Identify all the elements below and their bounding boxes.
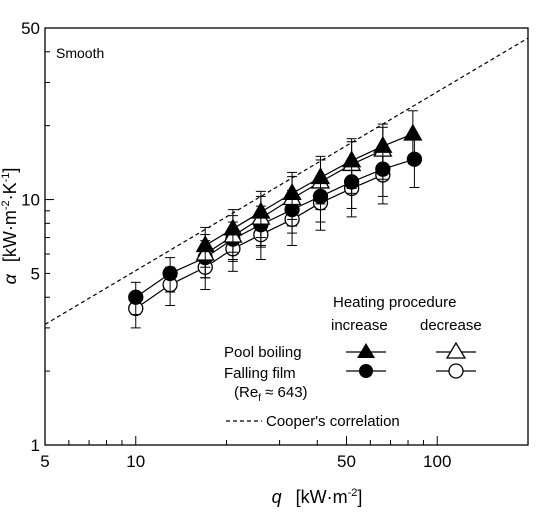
x-axis-unit-exp: -2 <box>348 487 358 499</box>
series-film-increase <box>128 136 423 316</box>
legend-marker-pool-increase <box>357 343 375 358</box>
y-axis-unit-close: ] <box>0 168 20 173</box>
x-axis-symbol: q <box>272 487 282 507</box>
legend-row-pool: Pool boiling <box>224 344 302 361</box>
data-series <box>128 110 423 329</box>
data-point <box>342 150 362 168</box>
y-axis-unit-open: [kW·m <box>0 210 20 262</box>
y-axis-label: α [kW·m-2·K-1] <box>0 168 20 285</box>
y-tick-label: 50 <box>21 19 40 38</box>
data-point <box>406 151 423 167</box>
series-line <box>135 158 415 298</box>
series-pool-decrease <box>195 126 393 279</box>
x-axis-ticks: 5 10 50 100 <box>40 436 529 471</box>
legend-cooper: Cooper's correlation <box>266 413 400 430</box>
legend-col-decrease: decrease <box>420 317 482 334</box>
data-point <box>403 123 423 141</box>
y-tick-label: 1 <box>31 436 40 455</box>
data-point <box>195 235 215 253</box>
legend-marker-film-decrease <box>448 363 464 379</box>
series-pool-increase <box>195 110 423 268</box>
legend-re-sub: f <box>258 393 261 404</box>
data-point <box>251 201 271 219</box>
x-tick-label: 100 <box>423 452 451 471</box>
x-axis-unit-open: [kW·m <box>296 487 348 507</box>
data-point <box>223 218 243 236</box>
cooper-correlation-line <box>44 37 529 325</box>
x-axis-unit-close: ] <box>357 487 362 507</box>
legend-marker-pool-decrease <box>445 341 467 359</box>
legend: Heating procedure increase decrease Pool… <box>224 294 482 430</box>
legend-col-increase: increase <box>331 317 388 334</box>
y-tick-label: 5 <box>31 264 40 283</box>
y-axis-unit-exp2: -1 <box>0 173 12 183</box>
x-tick-label: 10 <box>126 452 145 471</box>
x-tick-label: 50 <box>337 452 356 471</box>
y-axis-unit-exp1: -2 <box>0 200 12 210</box>
y-axis-symbol: α <box>0 273 20 284</box>
data-point <box>162 265 178 282</box>
x-tick-label: 5 <box>40 452 49 471</box>
data-point <box>310 167 331 185</box>
data-point <box>282 183 302 200</box>
legend-header: Heating procedure <box>333 294 456 311</box>
legend-marker-film-increase <box>359 364 373 378</box>
legend-re-label: (Ref ≈ 643) <box>234 384 308 404</box>
data-point <box>373 135 393 153</box>
legend-re-prefix: (Re <box>234 384 258 401</box>
legend-re-suffix: ≈ 643) <box>261 384 308 401</box>
y-tick-label: 10 <box>21 191 40 210</box>
y-axis-unit-mid: ·K <box>0 182 20 200</box>
y-axis-ticks: 1 5 10 50 <box>21 19 54 455</box>
x-axis-label: q [kW·m-2] <box>272 487 363 507</box>
data-point <box>128 289 144 305</box>
cooper-line <box>44 37 529 325</box>
legend-row-film: Falling film <box>224 365 296 382</box>
plot-frame <box>44 27 529 446</box>
chart-annotation: Smooth <box>56 45 104 61</box>
